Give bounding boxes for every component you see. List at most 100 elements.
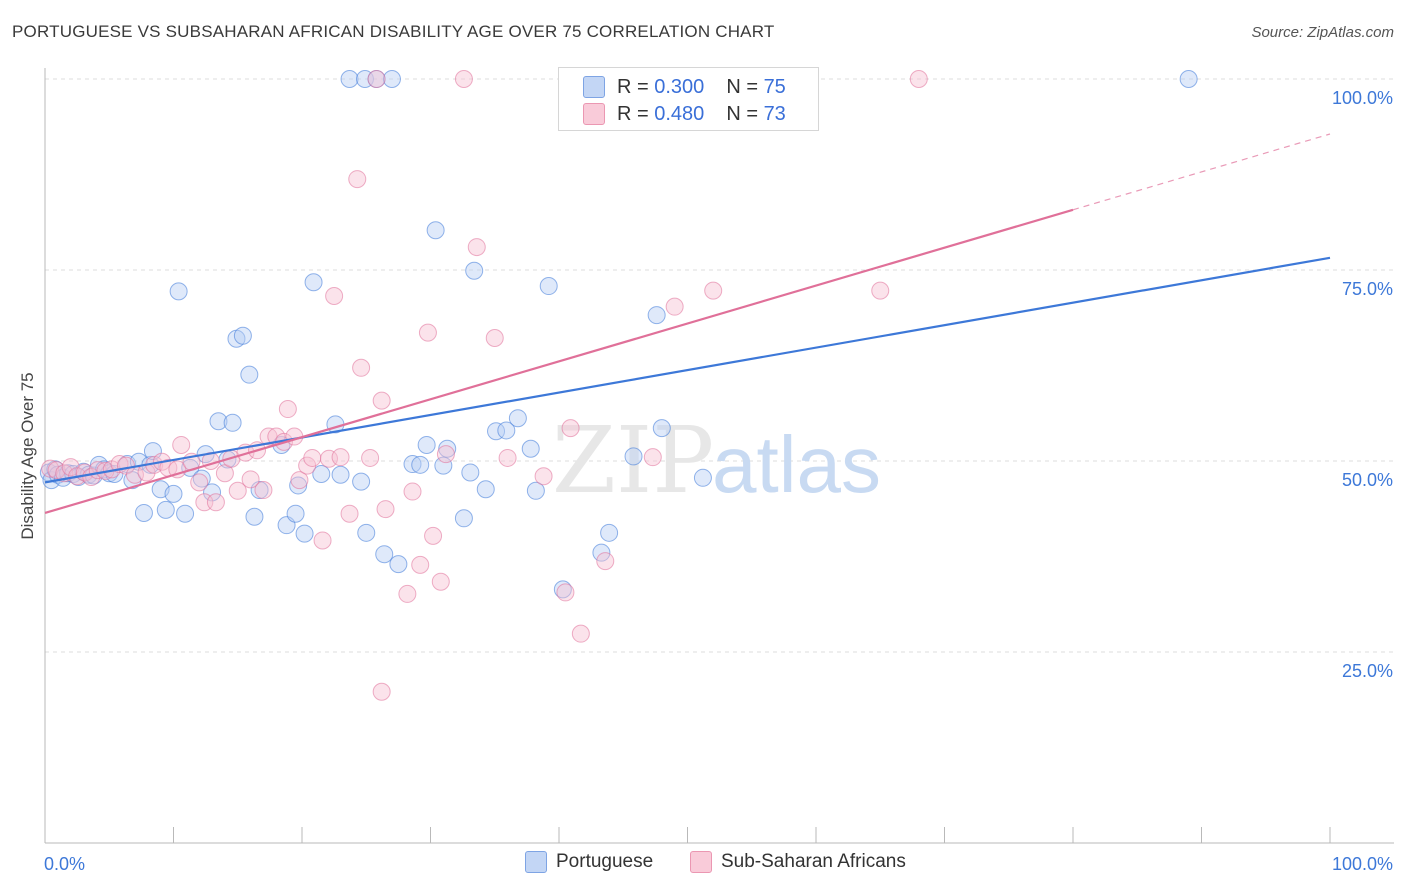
point-portuguese xyxy=(357,523,376,542)
point-portuguese xyxy=(539,277,558,296)
point-portuguese xyxy=(169,282,188,301)
point-portuguese xyxy=(382,70,401,88)
point-subsaharan xyxy=(190,473,209,492)
point-subsaharan xyxy=(319,449,338,468)
point-portuguese xyxy=(250,481,269,500)
point-subsaharan xyxy=(909,70,928,88)
x-tick-label: 0.0% xyxy=(44,854,85,874)
point-subsaharan xyxy=(398,584,417,603)
point-portuguese xyxy=(245,507,264,526)
point-subsaharan xyxy=(352,358,371,377)
legend-r-value: 0.300 xyxy=(654,75,705,98)
point-portuguese xyxy=(624,447,643,466)
point-subsaharan xyxy=(665,297,684,316)
point-subsaharan xyxy=(290,471,309,490)
point-portuguese xyxy=(352,472,371,491)
point-portuguese xyxy=(389,555,408,574)
point-subsaharan xyxy=(534,467,553,486)
point-portuguese xyxy=(417,435,436,454)
point-subsaharan xyxy=(372,391,391,410)
point-portuguese xyxy=(156,500,175,519)
point-portuguese xyxy=(647,306,666,325)
point-subsaharan xyxy=(340,504,359,523)
chart-title: PORTUGUESE VS SUBSAHARAN AFRICAN DISABIL… xyxy=(12,22,775,41)
point-portuguese xyxy=(403,455,422,474)
legend-n-value: 75 xyxy=(763,75,786,98)
legend-item-portuguese[interactable]: Portuguese xyxy=(525,851,653,873)
point-subsaharan xyxy=(556,583,575,602)
legend-n-label: N = xyxy=(726,75,758,98)
legend-label-portuguese: Portuguese xyxy=(556,851,654,872)
point-portuguese xyxy=(461,463,480,482)
point-subsaharan xyxy=(254,481,273,500)
watermark-atlas: atlas xyxy=(712,420,881,509)
point-subsaharan xyxy=(361,448,380,467)
legend-r-value: 0.480 xyxy=(654,102,705,125)
point-subsaharan xyxy=(596,552,615,571)
point-portuguese xyxy=(331,465,350,484)
point-portuguese xyxy=(134,503,153,522)
point-subsaharan xyxy=(206,493,225,512)
y-axis-label: Disability Age Over 75 xyxy=(18,372,37,540)
point-portuguese xyxy=(526,481,545,500)
point-portuguese xyxy=(312,464,331,483)
point-portuguese xyxy=(223,413,242,432)
point-portuguese xyxy=(487,422,506,441)
point-portuguese xyxy=(340,70,359,88)
point-subsaharan xyxy=(498,448,517,467)
point-subsaharan xyxy=(467,238,486,257)
point-portuguese xyxy=(203,483,222,502)
point-subsaharan xyxy=(485,328,504,347)
trend-line-subsaharan-dashed xyxy=(1072,133,1331,211)
point-portuguese xyxy=(375,545,394,564)
scatter-points xyxy=(39,70,1198,701)
point-portuguese xyxy=(209,412,228,431)
legend-swatch-subsaharan xyxy=(583,103,605,125)
point-subsaharan xyxy=(418,323,437,342)
point-subsaharan xyxy=(561,419,580,438)
point-subsaharan xyxy=(411,555,430,574)
point-subsaharan xyxy=(325,286,344,305)
point-subsaharan xyxy=(403,482,422,501)
point-subsaharan xyxy=(303,448,322,467)
point-portuguese xyxy=(465,261,484,280)
trend-line-subsaharan xyxy=(44,208,1074,515)
point-portuguese xyxy=(295,524,314,543)
point-portuguese xyxy=(411,455,430,474)
point-portuguese xyxy=(508,409,527,428)
legend-row-portuguese: R = 0.300 N = 75 xyxy=(583,75,786,99)
point-portuguese xyxy=(426,221,445,240)
point-portuguese xyxy=(164,484,183,503)
point-portuguese xyxy=(286,504,305,523)
trend-lines xyxy=(44,133,1331,515)
point-portuguese xyxy=(497,421,516,440)
point-portuguese xyxy=(233,326,252,345)
y-tick-label: 75.0% xyxy=(1342,279,1393,299)
point-portuguese xyxy=(143,442,162,461)
legend-row-subsaharan: R = 0.480 N = 73 xyxy=(583,102,786,126)
point-portuguese xyxy=(652,419,671,438)
point-subsaharan xyxy=(278,400,297,419)
point-subsaharan xyxy=(454,70,473,88)
point-subsaharan xyxy=(571,624,590,643)
point-subsaharan xyxy=(313,531,332,550)
point-subsaharan xyxy=(871,281,890,300)
point-subsaharan xyxy=(41,459,60,478)
point-portuguese xyxy=(434,456,453,475)
point-subsaharan xyxy=(431,572,450,591)
x-tick-label: 100.0% xyxy=(1332,854,1393,874)
point-subsaharan xyxy=(348,170,367,189)
point-portuguese xyxy=(476,480,495,499)
point-subsaharan xyxy=(376,500,395,519)
watermark: ZIP atlas xyxy=(552,407,881,514)
tick-labels: 25.0% 50.0% 75.0% 100.0% 0.0% 100.0% xyxy=(44,88,1393,874)
point-subsaharan xyxy=(704,281,723,300)
series-legend: Portuguese Sub-Saharan Africans xyxy=(0,851,1406,877)
correlation-legend: R = 0.300 N = 75 R = 0.480 N = 73 xyxy=(558,67,819,131)
point-subsaharan xyxy=(436,445,455,464)
legend-item-subsaharan[interactable]: Sub-Saharan Africans xyxy=(690,851,906,873)
legend-n-value: 73 xyxy=(763,102,786,125)
trend-line-portuguese xyxy=(44,256,1331,484)
axes xyxy=(44,68,1394,844)
